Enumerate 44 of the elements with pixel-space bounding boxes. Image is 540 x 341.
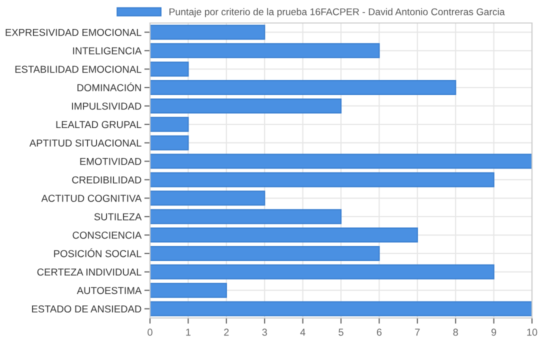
y-tick-label: CREDIBILIDAD	[72, 176, 142, 184]
x-tick-label: 2	[224, 328, 229, 336]
bar	[150, 228, 418, 242]
y-tick-label: INTELIGENCIA	[73, 47, 142, 54]
x-tick-label: 7	[415, 328, 420, 336]
y-tick-label: CONSCIENCIA	[72, 232, 142, 239]
bar	[150, 116, 189, 132]
x-tick-label: 6	[376, 328, 382, 336]
bar	[150, 98, 342, 114]
bar	[150, 172, 494, 188]
x-tick-label: 1	[186, 328, 190, 336]
x-tick-label: 5	[338, 328, 344, 336]
bar	[150, 190, 266, 206]
bar	[150, 24, 266, 40]
legend-label: Puntaje por criterio de la prueba 16FACPER - David Antonio Contreras Garcia	[170, 8, 505, 18]
bar	[150, 282, 227, 298]
y-tick-label: DOMINACIÓN	[77, 82, 141, 92]
x-tick-label: 0	[148, 328, 152, 336]
bar	[150, 62, 189, 77]
bar	[150, 264, 494, 280]
y-tick-label: LEALTAD GRUPAL	[56, 121, 142, 128]
x-tick-label: 10	[527, 328, 538, 336]
y-tick-label: ESTABILIDAD EMOCIONAL	[15, 66, 142, 73]
y-tick-label: APTITUD SITUACIONAL	[29, 139, 142, 147]
bar	[150, 301, 532, 316]
x-tick-label: 3	[262, 328, 267, 336]
y-tick-label: SUTILEZA	[94, 213, 142, 220]
y-tick-label: ESTADO DE ANSIEDAD	[32, 305, 142, 313]
y-tick-label: EMOTIVIDAD	[80, 158, 142, 166]
y-tick-label: CERTEZA INDIVIDUAL	[37, 268, 142, 276]
bar	[150, 209, 342, 224]
x-tick-label: 4	[300, 328, 306, 336]
x-tick-label: 8	[453, 328, 458, 336]
bar	[150, 135, 189, 150]
bar	[150, 80, 456, 95]
bar	[150, 43, 380, 58]
y-tick-label: IMPULSIVIDAD	[72, 102, 142, 110]
x-tick-label: 9	[491, 328, 496, 336]
bar	[150, 246, 380, 261]
y-tick-label: ACTITUD COGNITIVA	[41, 194, 142, 202]
y-tick-label: AUTOESTIMA	[76, 286, 142, 294]
bar	[150, 154, 532, 169]
y-tick-label: EXPRESIVIDAD EMOCIONAL	[6, 28, 142, 36]
y-tick-label: POSICIÓN SOCIAL	[54, 248, 142, 258]
